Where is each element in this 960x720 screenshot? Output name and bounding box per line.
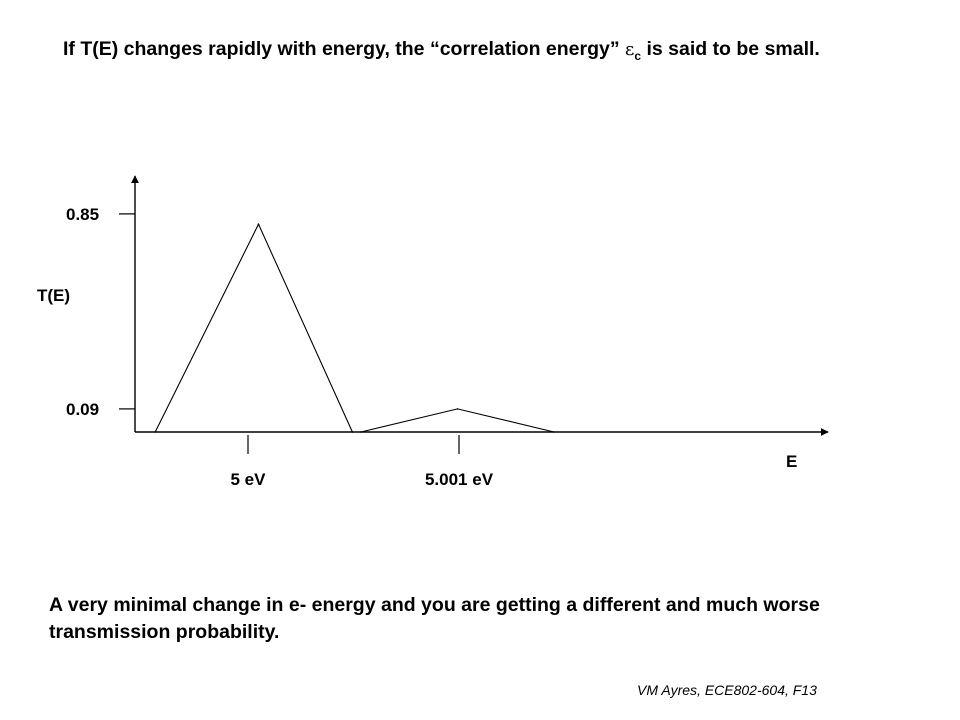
credit-text: VM Ayres, ECE802-604, F13 — [637, 682, 817, 698]
transmission-peak-1 — [154, 222, 353, 433]
data-point — [257, 223, 260, 225]
x-axis-label: E — [786, 452, 797, 471]
data-point — [456, 408, 459, 410]
epsilon-subscript: c — [634, 48, 642, 63]
conclusion-text: A very minimal change in e- energy and y… — [49, 594, 820, 643]
y-tick-label: 0.09 — [66, 400, 99, 419]
x-tick-label: 5.001 eV — [425, 470, 494, 489]
heading-text-start: If T(E) changes rapidly with energy, the… — [63, 38, 626, 60]
heading-text-end: is said to be small. — [641, 38, 820, 60]
epsilon-symbol: ε — [625, 39, 635, 60]
heading-text: If T(E) changes rapidly with energy, the… — [63, 36, 933, 70]
x-tick-label: 5 eV — [231, 470, 267, 489]
y-axis-label: T(E) — [37, 286, 70, 305]
data-point — [351, 431, 354, 433]
transmission-peak-2 — [360, 408, 555, 433]
y-tick-label: 0.85 — [66, 205, 99, 224]
data-point — [154, 431, 156, 433]
data-point — [553, 431, 555, 433]
data-point — [360, 431, 362, 433]
